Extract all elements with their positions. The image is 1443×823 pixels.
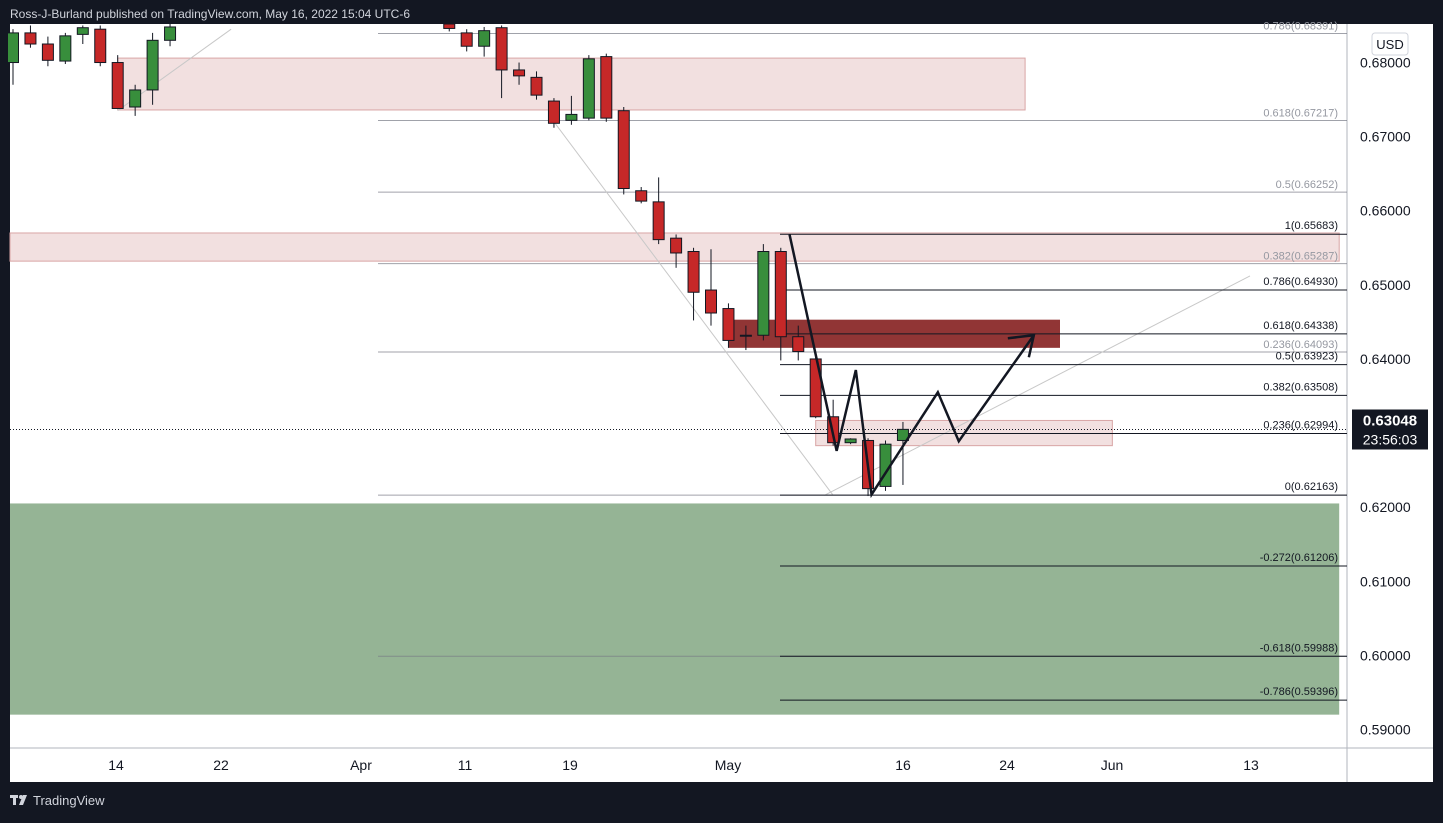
current-price-tag-box bbox=[1352, 409, 1428, 450]
x-tick-label-2: Apr bbox=[350, 757, 372, 773]
x-axis-labels: 14 22 Apr 11 19 May 16 24 Jun 13 bbox=[108, 757, 1259, 773]
candle-body-24 bbox=[687, 251, 700, 293]
candle-body-18 bbox=[582, 58, 595, 119]
fib-label-6: 0(0.62163) bbox=[1285, 481, 1338, 493]
candle-body-4 bbox=[76, 27, 89, 35]
candle-body-22 bbox=[652, 201, 665, 241]
currency-badge[interactable]: USD bbox=[1371, 32, 1409, 56]
candle-body-21 bbox=[635, 190, 648, 202]
candle-body-19 bbox=[600, 56, 613, 119]
fib-label-3: 0.5(0.63923) bbox=[1276, 351, 1338, 363]
tradingview-logo-icon bbox=[10, 795, 27, 805]
x-tick-label-0: 14 bbox=[108, 757, 124, 773]
x-tick-label-5: May bbox=[715, 757, 741, 773]
fib-retracement-levels: 1(0.65683) 0.786(0.64930) 0.618(0.64338) 0.… bbox=[10, 220, 1347, 701]
candle-body-10 bbox=[443, 23, 456, 29]
candle-body-23 bbox=[670, 237, 683, 254]
x-tick-label-6: 16 bbox=[895, 757, 911, 773]
candle-body-5 bbox=[94, 28, 107, 64]
candle-body-7 bbox=[129, 89, 142, 108]
candle-body-0 bbox=[7, 32, 19, 64]
current-price-value: 0.63048 bbox=[1363, 412, 1417, 429]
candle-body-3 bbox=[59, 35, 72, 62]
y-tick-label-6: 0.62000 bbox=[1360, 499, 1411, 515]
zone-green-4 bbox=[10, 503, 1340, 715]
candle-body-27 bbox=[739, 334, 752, 337]
y-tick-label-3: 0.65000 bbox=[1360, 277, 1411, 293]
candle-body-1 bbox=[24, 32, 37, 45]
x-tick-label-1: 22 bbox=[213, 757, 229, 773]
background-fib-label-0: 0.786(0.68391) bbox=[1263, 21, 1338, 33]
price-axis[interactable] bbox=[1347, 24, 1433, 748]
current-price-tag: 0.63048 23:56:03 bbox=[1352, 409, 1428, 450]
y-tick-label-9: 0.59000 bbox=[1360, 721, 1411, 737]
y-tick-label-4: 0.64000 bbox=[1360, 351, 1411, 367]
y-tick-label-1: 0.67000 bbox=[1360, 129, 1411, 145]
fib-label-9: -0.786(0.59396) bbox=[1260, 686, 1338, 698]
currency-badge-box bbox=[1371, 32, 1409, 56]
candle-body-12 bbox=[478, 30, 491, 47]
candle-body-29 bbox=[774, 251, 787, 338]
fib-label-4: 0.382(0.63508) bbox=[1263, 381, 1338, 393]
x-tick-label-3: 11 bbox=[458, 757, 473, 773]
candles-layer bbox=[7, 23, 909, 497]
candle-body-33 bbox=[844, 438, 857, 444]
x-tick-label-7: 24 bbox=[999, 757, 1015, 773]
x-tick-label-8: Jun bbox=[1101, 757, 1124, 773]
fib-label-0: 1(0.65683) bbox=[1285, 220, 1338, 232]
candle-body-28 bbox=[757, 251, 770, 336]
candle-body-36 bbox=[896, 428, 909, 441]
x-tick-label-9: 13 bbox=[1243, 757, 1259, 773]
tradingview-logo[interactable]: TradingView bbox=[10, 793, 105, 808]
background-fib-label-2: 0.5(0.66252) bbox=[1276, 179, 1338, 191]
x-tick-label-4: 19 bbox=[562, 757, 578, 773]
publish-caption: Ross-J-Burland published on TradingView.… bbox=[10, 7, 410, 21]
fib-label-8: -0.618(0.59988) bbox=[1260, 642, 1338, 654]
fib-label-2: 0.618(0.64338) bbox=[1263, 320, 1338, 332]
bar-countdown: 23:56:03 bbox=[1363, 431, 1418, 447]
fib-label-5: 0.236(0.62994) bbox=[1263, 420, 1338, 432]
candle-body-26 bbox=[722, 308, 735, 341]
background-fib-label-1: 0.618(0.67217) bbox=[1263, 108, 1338, 120]
projection-path bbox=[788, 234, 1035, 499]
candle-body-16 bbox=[547, 100, 560, 124]
tradingview-logo-text: TradingView bbox=[33, 793, 105, 808]
candle-body-14 bbox=[513, 69, 526, 77]
candle-body-15 bbox=[530, 76, 543, 96]
candle-body-9 bbox=[164, 26, 177, 41]
candle-body-6 bbox=[111, 62, 124, 109]
projection-arrowhead bbox=[1007, 333, 1036, 358]
projection-layer bbox=[788, 234, 1036, 499]
candle-body-8 bbox=[146, 39, 159, 91]
candle-body-30 bbox=[792, 336, 805, 353]
background-fib-label-4: 0.236(0.64093) bbox=[1263, 339, 1338, 351]
fib-label-1: 0.786(0.64930) bbox=[1263, 276, 1338, 288]
y-tick-label-7: 0.61000 bbox=[1360, 573, 1411, 589]
y-tick-label-0: 0.68000 bbox=[1360, 55, 1411, 71]
y-tick-label-8: 0.60000 bbox=[1360, 647, 1411, 663]
fib-label-7: -0.272(0.61206) bbox=[1260, 552, 1338, 564]
candle-body-20 bbox=[617, 110, 630, 190]
background-fib-label-3: 0.382(0.65287) bbox=[1263, 251, 1338, 263]
y-tick-label-2: 0.66000 bbox=[1360, 203, 1411, 219]
currency-label: USD bbox=[1376, 37, 1403, 52]
candle-body-2 bbox=[41, 43, 54, 61]
candle-body-11 bbox=[460, 32, 473, 47]
candle-body-13 bbox=[495, 27, 508, 71]
candle-body-25 bbox=[705, 289, 717, 314]
time-axis[interactable] bbox=[10, 748, 1433, 782]
candle-body-17 bbox=[565, 113, 578, 121]
